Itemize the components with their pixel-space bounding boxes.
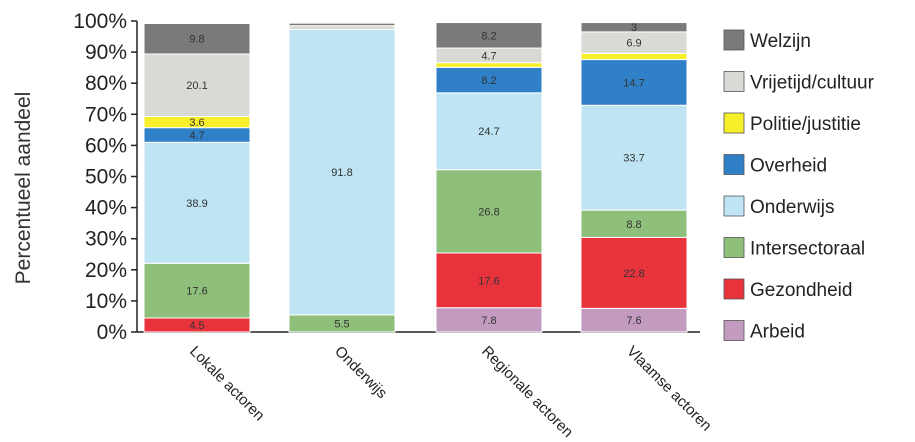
legend-swatch [723, 71, 745, 92]
x-axis: Lokale actoren Onderwijs Regionale actoren… [186, 343, 715, 441]
legend-swatch [723, 278, 745, 300]
data-label: 7.8 [481, 315, 496, 327]
data-label: 8.2 [481, 75, 496, 87]
data-label: 20.1 [186, 80, 207, 92]
y-tick-label: 60% [85, 134, 127, 157]
y-tick-label: 30% [85, 228, 127, 251]
bar-segment [580, 59, 688, 106]
data-label: 38.9 [186, 198, 207, 210]
bar-segment [435, 62, 543, 68]
data-label: 8.2 [481, 30, 496, 42]
legend-label: Arbeid [750, 322, 805, 343]
legend-label: Intersectoraal [750, 239, 865, 260]
bar-segment [143, 53, 251, 117]
legend-swatch [723, 320, 745, 341]
data-label: 3 [631, 22, 637, 34]
bar-segment [580, 236, 688, 309]
y-tick-label: 70% [85, 103, 127, 126]
legend: Welzijn Vrijetijd/cultuur Politie/justitie… [723, 29, 875, 343]
bar-segment [288, 22, 396, 27]
x-tick-label: Regionale actoren [478, 343, 576, 441]
bar-segment [435, 307, 543, 333]
bar-segment [580, 52, 688, 61]
bars: 4.517.638.94.73.620.19.85.591.87.817.626… [143, 22, 688, 333]
data-label: 9.8 [189, 34, 204, 46]
data-label: 14.7 [623, 77, 644, 89]
data-label: 4.5 [189, 320, 204, 332]
data-label: 17.6 [478, 275, 499, 287]
data-label: 91.8 [331, 167, 352, 179]
legend-label: Gezondheid [750, 280, 852, 301]
y-tick-label: 50% [85, 166, 127, 189]
data-label: 6.9 [626, 38, 641, 50]
x-tick-label: Vlaamse actoren [623, 343, 715, 435]
legend-swatch [723, 154, 745, 175]
legend-swatch [723, 29, 745, 51]
data-label: 24.7 [478, 126, 499, 138]
legend-label: Vrijetijd/cultuur [750, 73, 875, 94]
bar-segment [435, 252, 543, 309]
data-label: 22.8 [623, 268, 644, 280]
legend-label: Onderwijs [750, 197, 834, 218]
bar-segment [288, 28, 396, 316]
x-tick-label: Lokale actoren [186, 343, 268, 425]
y-tick-label: 100% [73, 10, 127, 33]
bar-segment [288, 25, 396, 30]
y-tick-label: 80% [85, 72, 127, 95]
legend-swatch [723, 237, 745, 258]
bar-segment [143, 141, 251, 264]
x-tick-label: Onderwijs [331, 343, 390, 402]
bar-segment [143, 262, 251, 319]
y-tick-label: 20% [85, 259, 127, 282]
y-tick-label: 0% [97, 321, 127, 344]
legend-label: Welzijn [750, 31, 811, 52]
bar-segment [435, 22, 543, 49]
data-label: 4.7 [481, 50, 496, 62]
data-label: 4.7 [189, 130, 204, 142]
bar-segment [580, 209, 688, 238]
bar-segment [580, 22, 688, 33]
bar-segment [435, 66, 543, 94]
data-label: 3.6 [189, 117, 204, 129]
bar-segment [435, 169, 543, 254]
legend-label: Overheid [750, 156, 827, 177]
legend-swatch [723, 112, 745, 134]
y-axis-label: Percentueel aandeel [12, 92, 35, 285]
data-label: 7.6 [626, 315, 641, 327]
data-label: 26.8 [478, 206, 499, 218]
y-tick-label: 40% [85, 197, 127, 220]
bar-segment [435, 92, 543, 171]
data-label: 33.7 [623, 153, 644, 165]
data-label: 8.8 [626, 219, 641, 231]
bar-segment [143, 22, 251, 55]
legend-label: Politie/justitie [750, 114, 861, 135]
y-tick-label: 90% [85, 41, 127, 64]
legend-swatch [723, 195, 745, 217]
data-label: 5.5 [334, 318, 349, 330]
bar-segment [580, 104, 688, 211]
y-tick-label: 10% [85, 290, 127, 313]
data-label: 17.6 [186, 286, 207, 298]
